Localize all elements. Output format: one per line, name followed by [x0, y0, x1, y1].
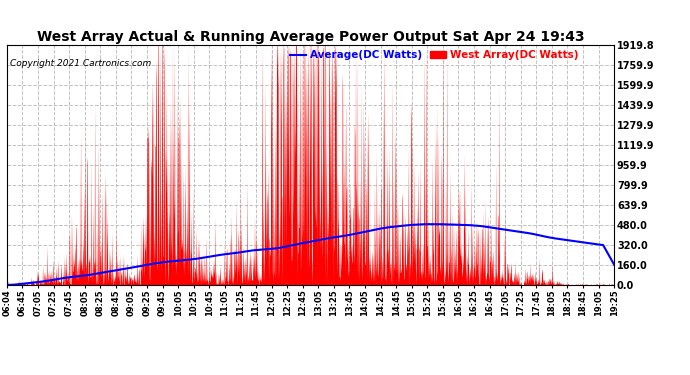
Title: West Array Actual & Running Average Power Output Sat Apr 24 19:43: West Array Actual & Running Average Powe…: [37, 30, 584, 44]
Legend: Average(DC Watts), West Array(DC Watts): Average(DC Watts), West Array(DC Watts): [290, 50, 578, 60]
Text: Copyright 2021 Cartronics.com: Copyright 2021 Cartronics.com: [10, 59, 151, 68]
